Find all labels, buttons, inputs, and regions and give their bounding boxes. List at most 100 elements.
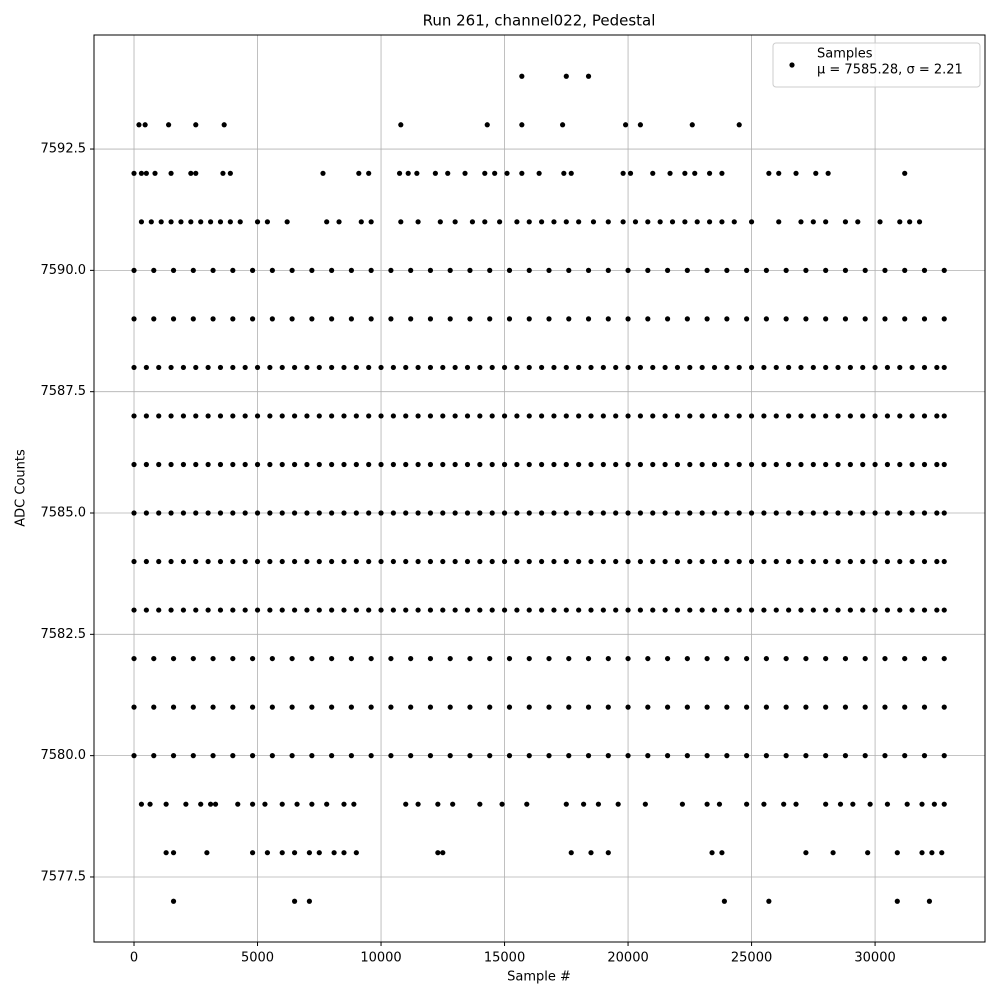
point — [605, 753, 611, 759]
point — [934, 364, 940, 371]
point — [390, 558, 396, 565]
point — [304, 510, 310, 516]
point — [736, 461, 742, 468]
point — [773, 461, 779, 468]
point — [143, 607, 149, 613]
point — [645, 655, 651, 662]
point — [687, 461, 693, 468]
point — [902, 267, 908, 273]
point — [934, 510, 940, 516]
point — [761, 801, 767, 807]
point — [217, 607, 224, 613]
point — [909, 364, 915, 371]
x-axis-label: Sample # — [507, 970, 571, 985]
point — [143, 461, 149, 468]
point — [897, 558, 903, 565]
point — [576, 364, 582, 371]
point — [679, 801, 686, 807]
point — [180, 413, 187, 419]
legend-stats: μ = 7585.28, σ = 2.21 — [817, 63, 963, 78]
y-tick-label: 7587.5 — [41, 384, 87, 399]
point — [492, 170, 498, 176]
point — [452, 413, 458, 419]
point — [810, 607, 816, 613]
point — [926, 898, 933, 904]
point — [687, 510, 693, 516]
point — [440, 558, 446, 565]
point — [467, 704, 473, 710]
point — [721, 898, 727, 904]
point — [810, 461, 816, 468]
point — [699, 607, 705, 613]
point — [798, 413, 804, 419]
point — [674, 607, 681, 613]
point — [724, 267, 730, 273]
point — [254, 510, 261, 516]
point — [625, 607, 631, 613]
point — [170, 753, 177, 759]
y-tick-label: 7577.5 — [41, 869, 87, 884]
point — [810, 558, 816, 565]
point — [427, 655, 434, 662]
point — [810, 219, 816, 225]
point — [692, 170, 698, 176]
point — [763, 316, 769, 322]
point — [440, 413, 446, 419]
point — [941, 801, 947, 807]
point — [576, 607, 582, 613]
point — [294, 801, 300, 807]
point — [316, 558, 322, 565]
point — [921, 704, 928, 710]
point — [803, 267, 809, 273]
point — [291, 510, 298, 516]
point — [637, 461, 644, 468]
point — [798, 510, 804, 516]
point — [526, 267, 532, 273]
point — [403, 461, 409, 468]
x-tick-label: 5000 — [241, 951, 274, 966]
point — [309, 316, 315, 322]
point — [699, 364, 705, 371]
y-tick-label: 7592.5 — [41, 142, 87, 157]
point — [650, 364, 656, 371]
point — [170, 267, 177, 273]
point — [131, 461, 137, 468]
point — [724, 655, 730, 662]
point — [487, 753, 493, 759]
point — [249, 704, 256, 710]
point — [447, 753, 453, 759]
point — [151, 753, 157, 759]
point — [588, 607, 594, 613]
point — [348, 267, 354, 273]
point — [249, 267, 256, 273]
point — [170, 850, 177, 856]
point — [366, 413, 372, 419]
point — [170, 704, 177, 710]
point — [748, 510, 755, 516]
point — [546, 316, 552, 322]
point — [193, 170, 199, 176]
point — [341, 801, 347, 807]
point — [711, 413, 718, 419]
point — [291, 607, 298, 613]
point — [810, 413, 816, 419]
point — [148, 219, 154, 225]
point — [415, 510, 421, 516]
point — [724, 364, 730, 371]
point — [625, 510, 631, 516]
point — [210, 655, 216, 662]
point — [882, 704, 888, 710]
point — [487, 704, 493, 710]
point — [563, 801, 569, 807]
point — [904, 801, 910, 807]
point — [706, 170, 713, 176]
point — [467, 655, 473, 662]
point — [830, 850, 836, 856]
point — [637, 364, 644, 371]
x-tick-label: 30000 — [854, 951, 895, 966]
point — [731, 219, 737, 225]
point — [316, 413, 322, 419]
y-axis-label: ADC Counts — [14, 449, 29, 527]
point — [674, 413, 681, 419]
point — [366, 558, 372, 565]
